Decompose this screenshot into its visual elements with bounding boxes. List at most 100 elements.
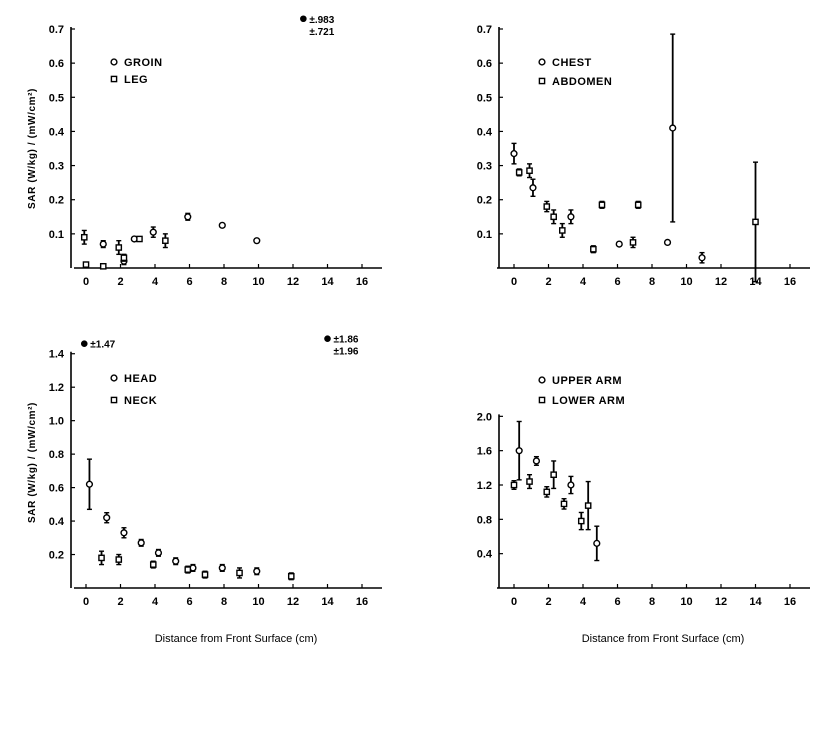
y-tick-label: 0.4 xyxy=(477,126,493,138)
x-tick-label: 16 xyxy=(356,596,368,608)
data-point-circle xyxy=(184,213,192,221)
data-point-square xyxy=(560,500,568,508)
x-tick-label: 14 xyxy=(749,596,762,608)
data-point-square xyxy=(184,566,192,573)
data-point-square xyxy=(149,561,157,568)
legend-marker-circle xyxy=(538,58,546,66)
y-tick-label: 1.4 xyxy=(49,349,65,361)
x-axis-label-left: Distance from Front Surface (cm) xyxy=(154,633,318,645)
x-tick-label: 16 xyxy=(356,276,368,288)
data-point-circle xyxy=(218,564,226,572)
data-point-square xyxy=(98,554,105,562)
off-scale-marker xyxy=(324,335,331,342)
data-point-circle xyxy=(567,481,575,489)
data-point-circle xyxy=(663,238,672,246)
data-point-square xyxy=(526,478,533,485)
legend-marker-square xyxy=(538,77,546,85)
data-point-square xyxy=(99,262,107,270)
y-tick-label: 2.0 xyxy=(477,411,492,423)
x-tick-label: 14 xyxy=(321,276,334,288)
x-tick-label: 0 xyxy=(83,276,89,288)
data-point-circle xyxy=(103,514,111,522)
data-point-square xyxy=(543,488,551,496)
data-point-circle xyxy=(253,237,261,245)
arm-panel: 0 2 4 6 8 10 12 14 16 0.4 0.8 1.2 1.6 2.0 UPPER ARM LOW… xyxy=(477,375,810,608)
y-axis-label: SAR (W/kg) / (mW/cm²) xyxy=(27,402,38,523)
y-tick-label: 0.8 xyxy=(477,514,492,526)
x-tick-label: 6 xyxy=(186,596,192,608)
data-point-square xyxy=(82,261,90,268)
legend-entry: GROIN xyxy=(124,57,163,69)
x-tick-label: 0 xyxy=(83,596,89,608)
x-axis-label-right: Distance from Front Surface (cm) xyxy=(581,633,745,645)
y-tick-label: 0.6 xyxy=(477,58,492,70)
data-point-circle xyxy=(567,213,575,221)
data-point-square xyxy=(136,235,143,243)
off-scale-annotation: ±.721 xyxy=(309,27,334,38)
data-point-circle xyxy=(515,447,523,455)
data-point-square xyxy=(629,239,637,246)
x-tick-label: 10 xyxy=(252,276,264,288)
x-tick-label: 2 xyxy=(117,596,123,608)
legend-entry: CHEST xyxy=(552,57,592,69)
y-tick-label: 0.3 xyxy=(49,161,64,173)
data-point-circle xyxy=(218,221,226,229)
x-tick-label: 10 xyxy=(680,276,692,288)
x-tick-label: 0 xyxy=(511,276,517,288)
x-tick-label: 12 xyxy=(715,276,727,288)
data-point-square xyxy=(550,471,557,479)
data-point-square xyxy=(515,169,523,176)
data-point-circle xyxy=(120,529,128,537)
data-point-square xyxy=(634,201,642,209)
y-axis-label: SAR (W/kg) / (mW/cm²) xyxy=(27,88,38,209)
x-tick-label: 12 xyxy=(715,596,727,608)
data-point-circle xyxy=(253,567,261,575)
legend-entry: LOWER ARM xyxy=(552,395,625,407)
y-tick-label: 0.2 xyxy=(49,195,64,207)
data-point-square xyxy=(526,167,533,174)
x-tick-label: 10 xyxy=(252,596,264,608)
head-neck-panel: 0 2 4 6 8 10 12 14 16 0.2 0.4 0.6 0.8 1.0 1.2 1.4 SAR (W… xyxy=(27,335,382,608)
data-point-circle xyxy=(149,228,157,236)
y-tick-label: 0.5 xyxy=(477,92,492,104)
x-tick-label: 12 xyxy=(287,276,299,288)
x-tick-label: 8 xyxy=(221,276,227,288)
y-tick-label: 0.1 xyxy=(477,229,492,241)
legend-entry: LEG xyxy=(124,74,148,86)
data-point-circle xyxy=(669,124,677,132)
y-tick-label: 1.0 xyxy=(49,416,64,428)
y-tick-label: 0.1 xyxy=(49,229,64,241)
y-tick-label: 0.7 xyxy=(477,24,492,36)
data-point-square xyxy=(115,556,123,563)
legend-marker-square xyxy=(110,396,118,404)
y-tick-label: 1.2 xyxy=(49,382,64,394)
data-point-square xyxy=(752,218,759,226)
y-tick-label: 0.6 xyxy=(49,58,64,70)
x-tick-label: 8 xyxy=(649,596,655,608)
off-scale-annotation: ±1.86 xyxy=(334,335,359,346)
x-tick-label: 4 xyxy=(580,276,587,288)
groin-leg-panel: 0 2 4 6 8 10 12 14 16 0.1 0.2 0.3 0.4 0.5 0.6 0.7 SAR (W… xyxy=(27,15,382,288)
y-tick-label: 0.7 xyxy=(49,24,64,36)
off-scale-annotation: ±1.47 xyxy=(90,340,115,351)
x-tick-label: 4 xyxy=(152,276,159,288)
data-point-circle xyxy=(698,254,706,262)
data-point-circle xyxy=(593,539,601,547)
y-tick-label: 0.4 xyxy=(49,126,65,138)
y-tick-label: 0.3 xyxy=(477,161,492,173)
data-point-square xyxy=(584,502,592,509)
data-point-circle xyxy=(532,457,541,465)
data-point-circle xyxy=(172,557,180,565)
data-point-square xyxy=(287,572,295,580)
data-point-circle xyxy=(85,480,94,488)
y-tick-label: 0.5 xyxy=(49,92,64,104)
x-tick-label: 4 xyxy=(152,596,159,608)
x-tick-label: 16 xyxy=(784,596,796,608)
legend-marker-circle xyxy=(538,376,546,384)
legend-marker-square xyxy=(538,396,546,404)
legend-entry: HEAD xyxy=(124,373,157,385)
data-point-circle xyxy=(99,240,107,248)
x-tick-label: 8 xyxy=(221,596,227,608)
data-point-square xyxy=(550,213,557,221)
